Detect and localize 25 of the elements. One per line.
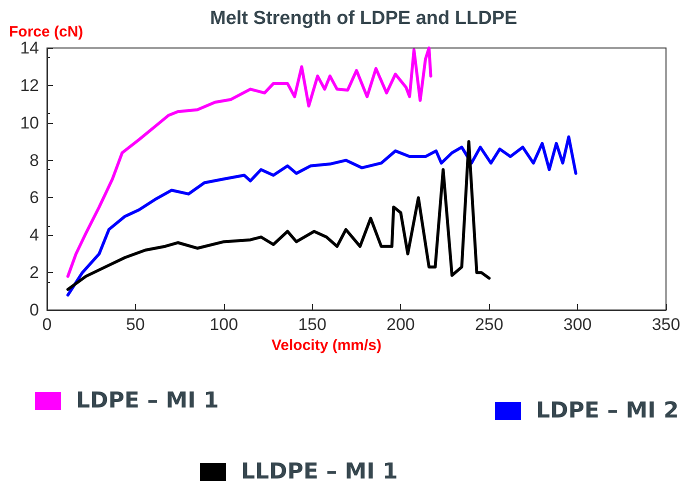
x-axis-title: Velocity (mm/s)	[271, 336, 382, 354]
y-tick-label: 14	[20, 38, 39, 58]
line-series	[66, 135, 578, 297]
y-axis-title: Force (cN)	[9, 24, 84, 41]
y-tick-label: 12	[20, 76, 39, 95]
legend-label: LLDPE – MI 1	[241, 460, 398, 484]
x-tick-label: 300	[563, 315, 592, 334]
y-tick-label: 4	[30, 226, 39, 245]
y-tick-label: 6	[30, 188, 39, 208]
y-tick-label: 8	[30, 150, 39, 170]
x-tick-label: 0	[42, 315, 52, 334]
x-tick-label: 50	[126, 315, 145, 334]
y-tick-label: 0	[30, 300, 39, 320]
line-series	[66, 46, 432, 278]
y-tick-label: 10	[20, 113, 39, 132]
chart-title: Melt Strength of LDPE and LLDPE	[210, 8, 518, 29]
x-tick-label: 150	[298, 315, 326, 334]
x-tick-label: 250	[474, 315, 504, 334]
x-tick-label: 350	[652, 315, 680, 334]
x-tick-label: 100	[210, 315, 238, 334]
line-series	[66, 140, 491, 291]
legend-label: LDPE – MI 1	[76, 388, 219, 414]
y-tick-label: 2	[30, 263, 39, 282]
legend-label: LDPE – MI 2	[536, 398, 679, 424]
x-tick-label: 200	[386, 315, 415, 334]
